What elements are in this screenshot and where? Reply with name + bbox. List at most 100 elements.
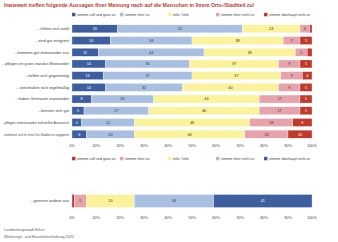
data-labels: 1952244163438751144385143537951337379414… bbox=[76, 27, 309, 136]
bar-segment bbox=[134, 118, 249, 126]
bar-segment bbox=[118, 25, 243, 33]
bar-segment bbox=[72, 83, 106, 91]
bar-segment bbox=[154, 95, 260, 103]
legend-label: stimme eher zu bbox=[125, 157, 150, 161]
tick-label: 10% bbox=[92, 144, 100, 148]
bar-segment bbox=[106, 60, 190, 68]
data-label: 11 bbox=[83, 51, 87, 55]
legend-label: stimme voll und ganz zu bbox=[77, 157, 116, 161]
legend-label: stimme voll und ganz zu bbox=[77, 13, 116, 17]
legend-swatch bbox=[264, 13, 268, 16]
data-label: 34 bbox=[149, 39, 153, 43]
legend-label: teils / teils bbox=[173, 13, 189, 17]
data-label: 18 bbox=[269, 121, 273, 125]
data-label: 44 bbox=[149, 51, 153, 55]
tick-label: 90% bbox=[284, 216, 292, 220]
bar-segment bbox=[204, 48, 295, 56]
data-label: 24 bbox=[269, 27, 273, 31]
data-label: 5 bbox=[305, 97, 307, 101]
bar-segment bbox=[300, 107, 312, 115]
bar-segment bbox=[72, 60, 106, 68]
data-label: 9 bbox=[288, 86, 290, 90]
data-label: 4 bbox=[304, 27, 306, 31]
legend-label: stimme eher zu bbox=[125, 13, 150, 17]
legend-swatch bbox=[264, 157, 268, 161]
bar-segment bbox=[134, 195, 213, 208]
data-label: 52 bbox=[178, 27, 182, 31]
legend-label: stimme eher nicht zu bbox=[221, 157, 254, 161]
data-label: 4 bbox=[306, 74, 308, 78]
bar-segment bbox=[242, 25, 300, 33]
legend-label: stimme überhaupt nicht zu bbox=[269, 13, 310, 17]
data-label: 46 bbox=[202, 109, 206, 113]
data-label: 17 bbox=[277, 97, 281, 101]
legend-swatch bbox=[72, 157, 76, 161]
data-label: 13 bbox=[85, 74, 89, 78]
bar-segment bbox=[103, 72, 192, 80]
bar-segment bbox=[91, 95, 153, 103]
data-label: 9 bbox=[288, 62, 290, 66]
bar-segment bbox=[72, 107, 84, 115]
category-label: ...pflegen untereinander kulturellen Aus… bbox=[2, 120, 69, 125]
data-label: 33 bbox=[172, 199, 176, 203]
bar-segment bbox=[245, 130, 288, 138]
data-label: 22 bbox=[106, 121, 110, 125]
tick-label: 60% bbox=[212, 216, 220, 220]
bar-segment bbox=[250, 118, 293, 126]
tick-label: 70% bbox=[236, 144, 244, 148]
bar-segment bbox=[302, 72, 312, 80]
legend-swatch bbox=[72, 13, 76, 16]
chart-1: stimme voll und ganz zustimme eher zutei… bbox=[4, 157, 317, 239]
bar-segment bbox=[84, 107, 149, 115]
data-label: 16 bbox=[89, 39, 93, 43]
bar-segment bbox=[98, 48, 204, 56]
category-label: ...pflegen ein gutes soziales Miteinande… bbox=[2, 61, 70, 66]
data-label: 37 bbox=[234, 74, 238, 78]
data-label: 5 bbox=[305, 62, 307, 66]
bars bbox=[72, 25, 312, 138]
title: Inwieweit treffen folgende Aussagen Ihre… bbox=[4, 2, 255, 8]
data-label: 14 bbox=[87, 86, 91, 90]
tick-label: 50% bbox=[188, 216, 196, 220]
data-label: 44 bbox=[204, 97, 208, 101]
bar-segment bbox=[293, 118, 312, 126]
data-label: 4 bbox=[76, 121, 78, 125]
data-label: 32 bbox=[142, 86, 146, 90]
bar-segment bbox=[72, 195, 74, 208]
bar-segment bbox=[278, 60, 300, 68]
tick-label: 10% bbox=[92, 216, 100, 220]
category-label: ...kommen gut miteinander aus bbox=[14, 50, 69, 55]
data-label: 26 bbox=[120, 97, 124, 101]
chart-0: Inwieweit treffen folgende Aussagen Ihre… bbox=[2, 2, 317, 148]
legend-swatch bbox=[120, 13, 124, 16]
data-label: 5 bbox=[305, 86, 307, 90]
data-label: 18 bbox=[264, 133, 268, 137]
bar-segment bbox=[278, 83, 300, 91]
page: {"chart_data": [ {"type": "bar", "title"… bbox=[0, 0, 338, 242]
legend-swatch bbox=[216, 13, 220, 16]
bar-segment bbox=[300, 25, 310, 33]
category-label: ...grenzen andere aus bbox=[30, 198, 69, 203]
bars bbox=[72, 195, 312, 208]
data-label: 20 bbox=[108, 133, 112, 137]
data-label: 41 bbox=[261, 199, 265, 203]
data-label: 27 bbox=[114, 109, 118, 113]
legend-label: stimme überhaupt nicht zu bbox=[269, 157, 310, 161]
chart-canvas: Inwieweit treffen folgende Aussagen Ihre… bbox=[0, 0, 338, 242]
bar-segment bbox=[134, 130, 244, 138]
legend-swatch bbox=[168, 13, 172, 16]
tick-label: 40% bbox=[164, 216, 172, 220]
category-label: ...haben Vertrauen zueinander bbox=[15, 96, 69, 101]
bar-segment bbox=[82, 118, 135, 126]
data-label: 6 bbox=[78, 133, 80, 137]
data-label: 5 bbox=[305, 39, 307, 43]
data-label: 9 bbox=[291, 74, 293, 78]
category-label: ...fühlen sich wohl bbox=[37, 26, 69, 31]
data-label: 17 bbox=[277, 109, 281, 113]
data-label: 5 bbox=[300, 51, 302, 55]
tick-label: 100% bbox=[307, 216, 317, 220]
legend-label: stimme eher nicht zu bbox=[221, 13, 254, 17]
tick-label: 90% bbox=[284, 144, 292, 148]
bar-segment bbox=[192, 37, 283, 45]
category-label: ...helfen sich gegenseitig bbox=[25, 73, 69, 78]
